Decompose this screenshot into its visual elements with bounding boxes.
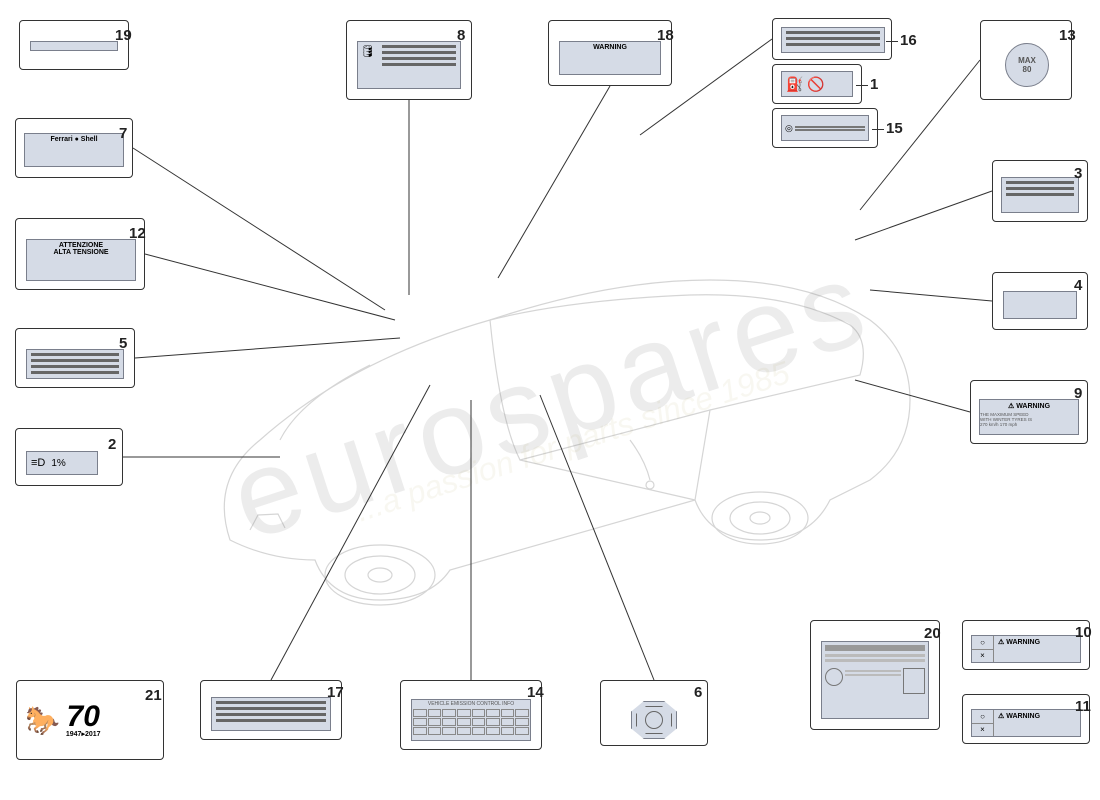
callout-number-12: 12 — [129, 225, 146, 242]
callout-number-10: 10 — [1075, 624, 1092, 641]
callout-plate-6 — [631, 701, 677, 739]
callout-13: MAX8013 — [980, 20, 1072, 100]
callout-plate-14: VEHICLE EMISSION CONTROL INFO — [411, 699, 531, 741]
callout-plate-11: ○×⚠ WARNING — [971, 709, 1081, 737]
parts-diagram: eurospares ...a passion for parts since … — [0, 0, 1100, 800]
callout-number-8: 8 — [457, 27, 465, 44]
callout-21: 🐎701947▸201721 — [16, 680, 164, 760]
car-illustration — [150, 140, 950, 640]
callout-12: ATTENZIONEALTA TENSIONE12 — [15, 218, 145, 290]
callout-plate-3 — [1001, 177, 1079, 213]
callout-plate-10: ○×⚠ WARNING — [971, 635, 1081, 663]
callout-number-5: 5 — [119, 335, 127, 352]
callout-number-3: 3 — [1074, 165, 1082, 182]
callout-plate-18: WARNING — [559, 41, 661, 75]
callout-4: 4 — [992, 272, 1088, 330]
callout-plate-19 — [30, 41, 118, 51]
callout-number-14: 14 — [527, 684, 544, 701]
callout-20: 20 — [810, 620, 940, 730]
callout-1: ⛽ 🚫 — [772, 64, 862, 104]
callout-plate-20 — [821, 641, 929, 719]
callout-number-20: 20 — [924, 625, 941, 642]
callout-plate-2: ≡D 1% — [26, 451, 98, 475]
callout-15: ◎ — [772, 108, 878, 148]
callout-number-4: 4 — [1074, 277, 1082, 294]
callout-number-21: 21 — [145, 687, 162, 704]
callout-14: VEHICLE EMISSION CONTROL INFO14 — [400, 680, 542, 750]
callout-plate-4 — [1003, 291, 1077, 319]
callout-number-1: 1 — [870, 76, 878, 93]
callout-plate-7: Ferrari ● Shell — [24, 133, 124, 167]
callout-plate-12: ATTENZIONEALTA TENSIONE — [26, 239, 136, 281]
callout-19: 19 — [19, 20, 129, 70]
callout-number-18: 18 — [657, 27, 674, 44]
callout-plate-9: ⚠ WARNINGTHE MAXIMUM SPEEDWITH WINTER TY… — [979, 399, 1079, 435]
callout-number-13: 13 — [1059, 27, 1076, 44]
callout-number-2: 2 — [108, 436, 116, 453]
callout-plate-5 — [26, 349, 124, 379]
callout-9: ⚠ WARNINGTHE MAXIMUM SPEEDWITH WINTER TY… — [970, 380, 1088, 444]
callout-plate-13: MAX80 — [1005, 43, 1049, 87]
callout-5: 5 — [15, 328, 135, 388]
callout-number-19: 19 — [115, 27, 132, 44]
callout-18: WARNING18 — [548, 20, 672, 86]
callout-plate-8: 🛢 — [357, 41, 461, 89]
callout-plate-17 — [211, 697, 331, 731]
callout-number-9: 9 — [1074, 385, 1082, 402]
callout-7: Ferrari ● Shell7 — [15, 118, 133, 178]
callout-number-6: 6 — [694, 684, 702, 701]
callout-11: ○×⚠ WARNING11 — [962, 694, 1090, 744]
callout-plate-16 — [781, 27, 885, 53]
callout-17: 17 — [200, 680, 342, 740]
callout-2: ≡D 1% 2 — [15, 428, 123, 486]
callout-8: 🛢8 — [346, 20, 472, 100]
callout-number-7: 7 — [119, 125, 127, 142]
callout-number-11: 11 — [1075, 698, 1091, 715]
callout-number-16: 16 — [900, 32, 917, 49]
callout-number-15: 15 — [886, 120, 903, 137]
callout-plate-1: ⛽ 🚫 — [781, 71, 853, 97]
callout-10: ○×⚠ WARNING10 — [962, 620, 1090, 670]
callout-3: 3 — [992, 160, 1088, 222]
callout-16 — [772, 18, 892, 60]
callout-6: 6 — [600, 680, 708, 746]
callout-plate-15: ◎ — [781, 115, 869, 141]
callout-number-17: 17 — [327, 684, 344, 701]
